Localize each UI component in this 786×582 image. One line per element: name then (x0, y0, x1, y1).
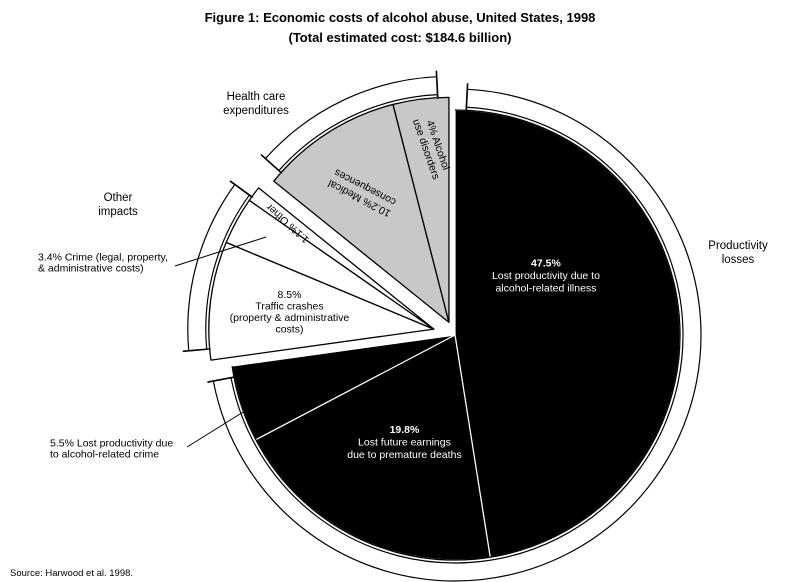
label-19-8: 19.8% Lost future earnings due to prematur… (347, 424, 461, 461)
ring-tick-health-care-expenditures-0 (260, 153, 283, 174)
pie-slices (208, 96, 681, 561)
group-label-health-care-expenditures: Health care expenditures (223, 91, 289, 117)
chart-subtitle: (Total estimated cost: $184.6 billion) (289, 30, 512, 45)
group-ring (182, 70, 702, 582)
ring-tick-other-impacts-0 (182, 348, 211, 353)
label-3-4-crime-legal-property: 3.4% Crime (legal, property, & administra… (38, 252, 168, 275)
leader-3-4 (174, 236, 267, 267)
group-label-other-impacts: Other impacts (98, 192, 138, 218)
slice-4-alcohol-use-disorders (392, 96, 450, 324)
ring-tick-productivity-losses-0 (465, 83, 469, 112)
group-label-productivity-losses: Productivity losses (708, 240, 768, 266)
slice-8-5-traffic-crashes-property-administrat (208, 241, 435, 361)
leader-5-5 (186, 393, 274, 448)
productivity-outline (231, 109, 681, 561)
chart-title: Figure 1: Economic costs of alcohol abus… (205, 10, 596, 25)
group-labels: Productivity losses Health care expenditure… (98, 91, 768, 266)
label-5-5-lost-productivity-due: 5.5% Lost productivity due to alcohol-rel… (50, 438, 173, 461)
label-8-5: 8.5% Traffic crashes (property & administr… (230, 289, 350, 336)
ring-tick-productivity-losses-1 (207, 376, 236, 383)
ring-tick-health-care-expenditures-1 (435, 70, 439, 99)
label-47-5: 47.5% Lost productivity due to alcohol-rel… (492, 258, 600, 295)
slice-10-2-medical-consequences (273, 103, 450, 324)
source-note: Source: Harwood et al. 1998. (10, 568, 133, 579)
ring-tick-other-impacts-1 (229, 180, 254, 199)
slice-1-1-other (248, 187, 435, 330)
